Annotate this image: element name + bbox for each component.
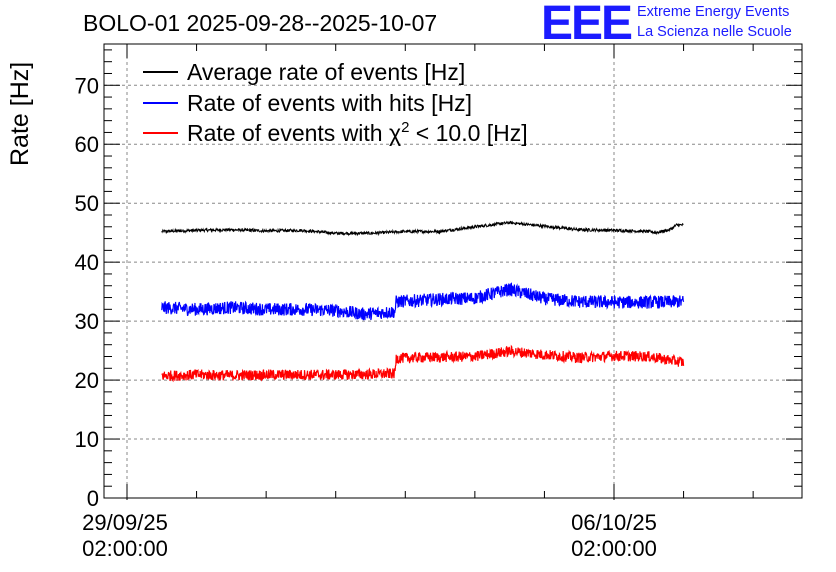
y-tick-label: 60 (75, 132, 99, 157)
legend-label: Average rate of events [Hz] (187, 59, 465, 85)
y-tick-label: 30 (75, 309, 99, 334)
chi2-rate-series (161, 344, 685, 383)
x-tick-date: 06/10/25 (571, 510, 657, 535)
chart-title: BOLO-01 2025-09-28--2025-10-07 (83, 10, 438, 36)
x-tick-label-1: 29/09/25 02:00:00 (60, 510, 190, 562)
x-tick-time: 02:00:00 (82, 536, 168, 561)
y-tick-label: 70 (75, 73, 99, 98)
y-tick-label: 20 (75, 368, 99, 393)
y-tick-label: 40 (75, 250, 99, 275)
average-rate-series (161, 220, 684, 237)
legend: Average rate of events [Hz] Rate of event… (143, 59, 528, 146)
y-tick-label: 10 (75, 427, 99, 452)
y-tick-label: 0 (87, 486, 99, 511)
legend-label: Rate of events with χ2 < 10.0 [Hz] (187, 119, 528, 146)
plot-frame (103, 43, 803, 499)
legend-label: Rate of events with hits [Hz] (187, 90, 472, 116)
y-tick-label: 50 (75, 191, 99, 216)
hits-rate-series (161, 282, 685, 321)
axis-layer: 0 10 20 30 40 50 60 70 (75, 44, 802, 511)
x-tick-date: 29/09/25 (82, 510, 168, 535)
logo-caption-line2: La Scienza nelle Scuole (637, 24, 792, 40)
x-tick-label-2: 06/10/25 02:00:00 (549, 510, 679, 562)
series-layer (161, 220, 685, 383)
logo-caption-line1: Extreme Energy Events (637, 4, 790, 20)
x-tick-time: 02:00:00 (571, 536, 657, 561)
grid-layer (104, 44, 802, 498)
eee-logo: EEE (541, 0, 633, 50)
